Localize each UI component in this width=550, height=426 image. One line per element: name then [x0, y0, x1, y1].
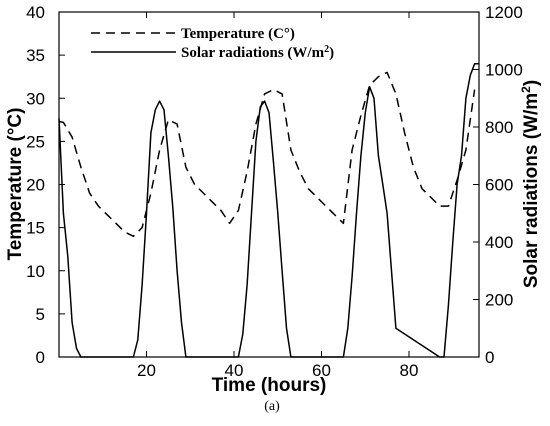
legend-solar-label: Solar radiations (W/m2) — [181, 44, 334, 62]
x-axis-ticks: 20 40 60 80 — [137, 12, 418, 380]
legend-solar-label-main: Solar radiations (W/m — [181, 45, 325, 61]
x-tick-label: 20 — [137, 361, 156, 380]
x-tick-label: 80 — [400, 361, 419, 380]
right-axis-title-main: Solar radiations (W/m — [521, 93, 542, 288]
right-axis-title-close: ) — [521, 80, 542, 86]
left-tick-label: 20 — [26, 176, 45, 195]
right-tick-label: 0 — [485, 348, 494, 367]
legend-temperature-label: Temperature (C°) — [181, 26, 295, 42]
right-axis-ticks: 0 200 400 600 800 1000 1200 — [473, 3, 523, 367]
left-tick-label: 0 — [36, 348, 45, 367]
right-tick-label: 200 — [485, 291, 513, 310]
left-tick-label: 25 — [26, 132, 45, 151]
left-tick-label: 30 — [26, 89, 45, 108]
left-tick-label: 5 — [36, 305, 45, 324]
right-tick-label: 400 — [485, 233, 513, 252]
x-tick-label: 60 — [312, 361, 331, 380]
legend: Temperature (C°) Solar radiations (W/m2) — [91, 26, 334, 61]
left-tick-label: 40 — [26, 3, 45, 22]
right-tick-label: 800 — [485, 118, 513, 137]
legend-solar-label-close: ) — [329, 45, 334, 61]
temperature-line — [58, 71, 476, 238]
legend-solar-label-superscript: 2 — [324, 44, 329, 55]
left-tick-label: 35 — [26, 46, 45, 65]
right-tick-label: 1200 — [485, 3, 523, 22]
plot-area — [58, 11, 480, 358]
left-axis-title: Temperature (°C) — [5, 108, 26, 261]
left-tick-label: 15 — [26, 219, 45, 238]
figure-caption: (a) — [264, 399, 280, 414]
x-axis-title: Time (hours) — [212, 375, 327, 396]
solar-radiation-line — [58, 63, 479, 358]
x-tick-label: 40 — [225, 361, 244, 380]
left-tick-label: 10 — [26, 262, 45, 281]
right-axis-title-superscript: 2 — [519, 86, 533, 93]
right-tick-label: 1000 — [485, 61, 523, 80]
series-layer — [58, 63, 479, 358]
left-axis-ticks: 0 5 10 15 20 25 30 35 40 — [26, 3, 65, 367]
right-tick-label: 600 — [485, 176, 513, 195]
right-axis-title: Solar radiations (W/m2) — [519, 80, 542, 288]
